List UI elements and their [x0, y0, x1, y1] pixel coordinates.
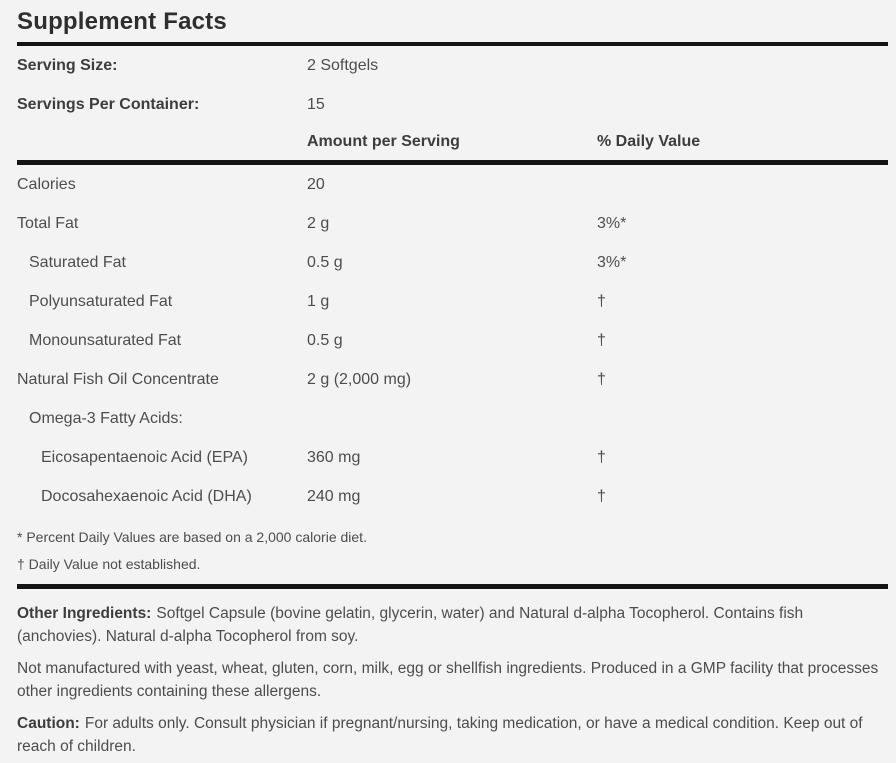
serving-size-value: 2 Softgels — [307, 56, 379, 74]
footnote-dagger: † Daily Value not established. — [17, 556, 201, 572]
title-divider — [17, 42, 888, 46]
table-row-omega3-fatty-acids: Omega-3 Fatty Acids: — [17, 399, 888, 438]
dv-cell: † — [597, 487, 606, 505]
caution-paragraph: Caution: For adults only. Consult physici… — [17, 708, 888, 763]
servings-per-container-label: Servings Per Container: — [17, 95, 200, 113]
dv-cell: † — [597, 292, 606, 310]
panel-title: Supplement Facts — [17, 8, 227, 35]
table-row-fish-oil-concentrate: Natural Fish Oil Concentrate 2 g (2,000 … — [17, 360, 888, 399]
other-ingredients-paragraph: Other Ingredients: Softgel Capsule (bovin… — [17, 598, 888, 653]
nutrient-name: Docosahexaenoic Acid (DHA) — [41, 487, 252, 505]
dv-cell: 3%* — [597, 253, 627, 271]
caution-text: For adults only. Consult physician if pr… — [17, 715, 863, 755]
nutrient-name: Calories — [17, 175, 76, 193]
nutrient-name: Monounsaturated Fat — [29, 331, 182, 349]
amount-cell: 1 g — [307, 292, 330, 310]
nutrient-name: Total Fat — [17, 214, 79, 232]
amount-cell: 20 — [307, 175, 325, 193]
dv-cell: † — [597, 331, 606, 349]
daily-value-column-header: % Daily Value — [597, 133, 701, 150]
table-row-epa: Eicosapentaenoic Acid (EPA) 360 mg † — [17, 438, 888, 477]
caution-label: Caution: — [17, 715, 80, 732]
header-divider — [17, 160, 888, 165]
table-row-total-fat: Total Fat 2 g 3%* — [17, 204, 888, 243]
additional-info: Other Ingredients: Softgel Capsule (bovin… — [17, 589, 888, 763]
column-header-row: Amount per Serving % Daily Value — [17, 124, 888, 160]
amount-cell: 360 mg — [307, 448, 361, 466]
nutrient-name: Omega-3 Fatty Acids: — [29, 409, 183, 427]
nutrient-table: Calories 20 Total Fat 2 g 3%* Saturated … — [17, 165, 888, 516]
nutrient-name: Saturated Fat — [29, 253, 126, 271]
serving-info: Serving Size: 2 Softgels Servings Per Co… — [17, 46, 888, 124]
table-row-dha: Docosahexaenoic Acid (DHA) 240 mg † — [17, 477, 888, 516]
nutrient-name: Natural Fish Oil Concentrate — [17, 370, 219, 388]
amount-cell: 2 g (2,000 mg) — [307, 370, 412, 388]
amount-cell: 2 g — [307, 214, 330, 232]
other-ingredients-text: Softgel Capsule (bovine gelatin, glyceri… — [17, 605, 804, 645]
servings-per-container-row: Servings Per Container: 15 — [17, 85, 888, 124]
table-row-calories: Calories 20 — [17, 165, 888, 204]
allergen-text: Not manufactured with yeast, wheat, glut… — [17, 660, 879, 700]
footnotes: * Percent Daily Values are based on a 2,… — [17, 516, 888, 584]
amount-column-header: Amount per Serving — [307, 133, 460, 150]
dv-cell: † — [597, 448, 606, 466]
nutrient-name: Polyunsaturated Fat — [29, 292, 173, 310]
allergen-paragraph: Not manufactured with yeast, wheat, glut… — [17, 653, 888, 708]
amount-cell: 0.5 g — [307, 331, 343, 349]
servings-per-container-value: 15 — [307, 95, 325, 113]
table-row-saturated-fat: Saturated Fat 0.5 g 3%* — [17, 243, 888, 282]
amount-cell: 240 mg — [307, 487, 361, 505]
other-ingredients-label: Other Ingredients: — [17, 605, 152, 622]
footnote-daily-value: * Percent Daily Values are based on a 2,… — [17, 529, 367, 545]
footnotes-divider — [17, 584, 888, 589]
serving-size-label: Serving Size: — [17, 56, 118, 74]
serving-size-row: Serving Size: 2 Softgels — [17, 46, 888, 85]
table-row-monounsaturated-fat: Monounsaturated Fat 0.5 g † — [17, 321, 888, 360]
nutrient-name: Eicosapentaenoic Acid (EPA) — [41, 448, 248, 466]
amount-cell: 0.5 g — [307, 253, 343, 271]
table-row-polyunsaturated-fat: Polyunsaturated Fat 1 g † — [17, 282, 888, 321]
dv-cell: † — [597, 370, 606, 388]
dv-cell: 3%* — [597, 214, 627, 232]
